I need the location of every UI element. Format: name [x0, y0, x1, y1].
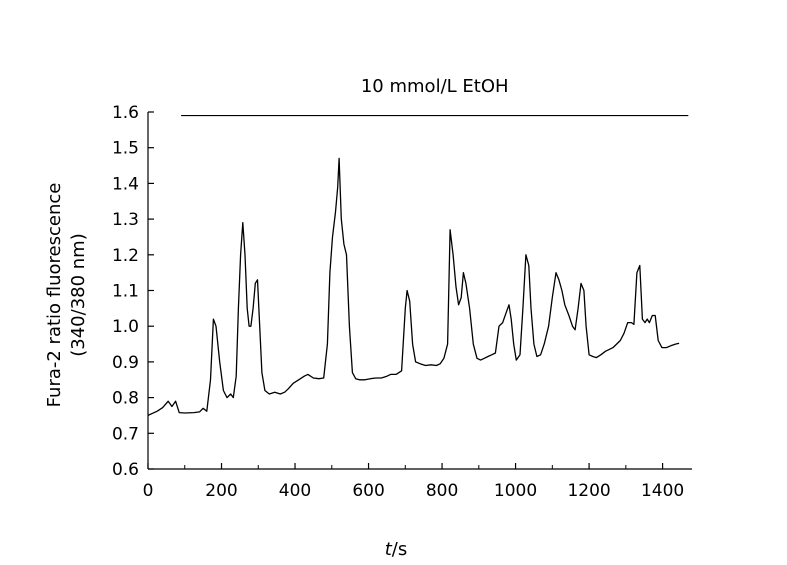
y-tick-label: 1.6 — [112, 103, 139, 123]
y-tick-label: 0.8 — [112, 389, 139, 409]
x-tick-label: 200 — [205, 481, 237, 501]
y-tick-label: 1.0 — [112, 317, 139, 337]
y-axis-title-line2: (340/380 nm) — [68, 233, 89, 357]
y-tick-label: 1.2 — [112, 246, 139, 266]
x-axis-title-italic: t — [385, 539, 393, 560]
y-tick-label: 0.6 — [112, 460, 139, 480]
x-tick-label: 1200 — [567, 481, 610, 501]
x-axis-title-unit: /s — [392, 539, 407, 560]
x-axis-title: t/s — [385, 539, 408, 560]
annotation-label: 10 mmol/L EtOH — [361, 76, 509, 97]
y-tick-label: 1.5 — [112, 139, 139, 159]
y-tick-label: 0.9 — [112, 353, 139, 373]
series-line — [147, 157, 680, 416]
x-tick-label: 0 — [143, 481, 154, 501]
x-tick-label: 1400 — [641, 481, 684, 501]
x-tick-label: 400 — [279, 481, 311, 501]
axes: 0.6 0.7 0.8 0.9 1.0 1.1 1.2 1.3 1.4 1.5 1.6 0 200 400… — [112, 103, 692, 501]
y-tick-label: 1.3 — [112, 210, 139, 230]
x-tick-label: 600 — [352, 481, 384, 501]
x-tick-label: 1000 — [494, 481, 537, 501]
y-tick-label: 1.1 — [112, 282, 139, 302]
x-tick-label: 800 — [426, 481, 458, 501]
y-axis-title-line1: Fura-2 ratio fluorescence — [44, 183, 65, 408]
annotation-layer: 10 mmol/L EtOH — [181, 76, 689, 117]
plot-area — [147, 157, 680, 416]
y-tick-label: 1.4 — [112, 174, 139, 194]
y-tick-label: 0.7 — [112, 424, 139, 444]
